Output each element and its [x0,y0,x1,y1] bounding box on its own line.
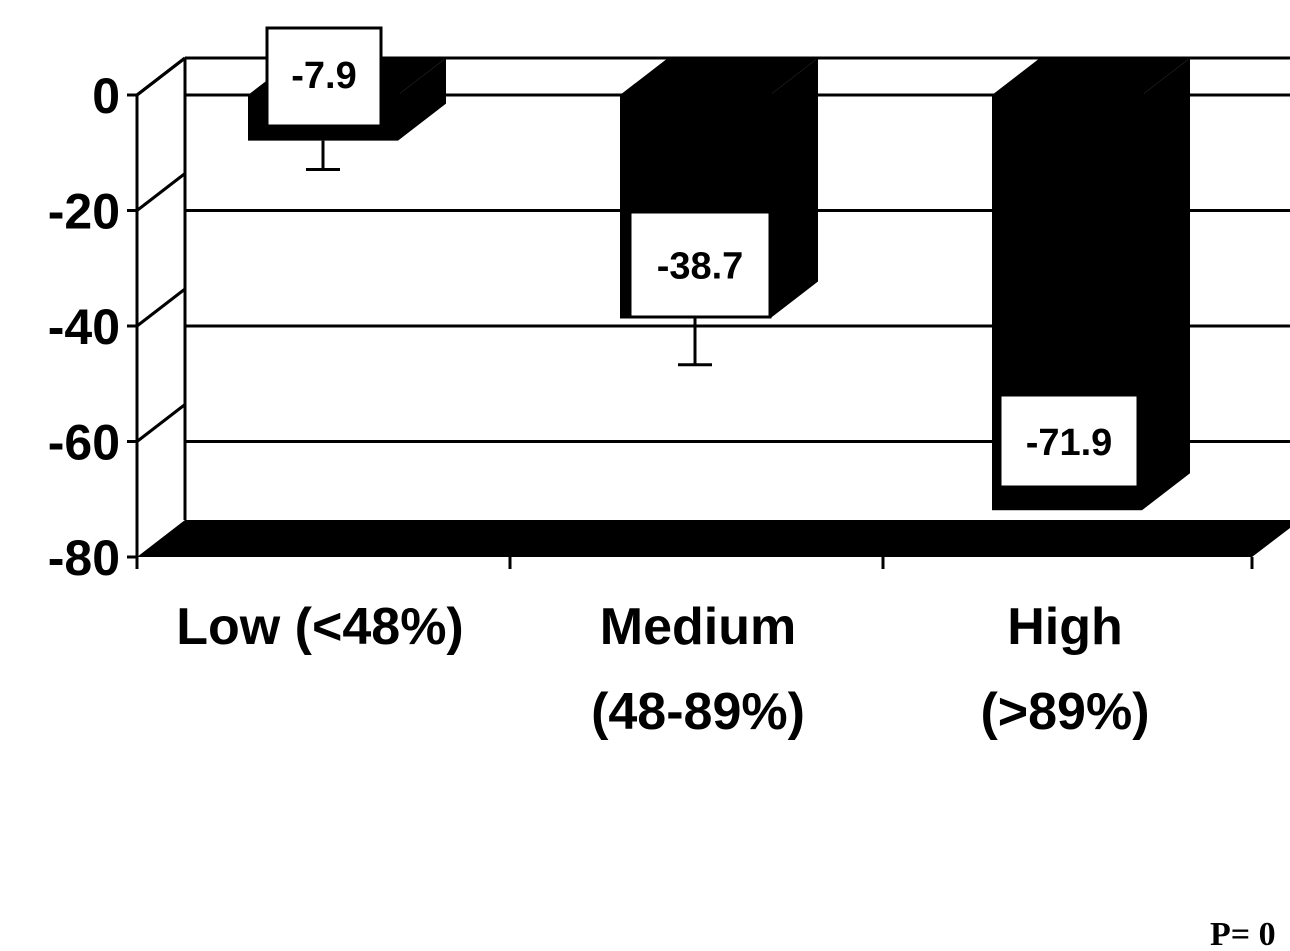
x-axis-categories: Low (<48%) Medium (48-89%) High (>89%) [176,598,1149,741]
gridline-diagonal [136,403,186,443]
chart-floor [137,520,1290,557]
data-label-text: -71.9 [1026,422,1113,464]
category-label: (>89%) [980,683,1149,741]
y-axis-ticks: 0 -20 -40 -60 -80 [48,68,1254,586]
data-label: -7.9 [265,26,383,128]
category-label: Low (<48%) [176,598,464,656]
gridline-diagonal [136,287,186,328]
data-label-text: -7.9 [291,55,356,97]
category-label: Medium [600,598,796,656]
y-tick-label: -60 [48,415,120,471]
bar-top [992,58,1190,95]
category-label: (48-89%) [591,683,805,741]
bar-side [770,58,818,319]
bar-side [1142,58,1190,511]
error-bars [306,140,712,367]
category-label: High [1007,598,1123,656]
data-label-box [998,393,1140,489]
data-label-box [265,26,383,128]
data-label: -71.9 [998,393,1140,489]
y-tick-label: 0 [92,68,120,124]
gridline-diagonal [136,172,186,212]
y-tick-label: -20 [48,184,120,240]
data-label-box [628,210,772,319]
bar-side [398,58,446,141]
data-label-text: -38.7 [657,246,744,288]
gridline-diagonal [136,56,186,97]
y-tick-label: -80 [48,530,120,586]
data-label: -38.7 [628,210,772,319]
bar-top [620,58,818,95]
y-tick-label: -40 [48,299,120,355]
bars [248,58,1190,511]
data-labels: -7.9 -38.7 -71.9 [265,26,1140,489]
p-value-footnote: P= 0 [1210,916,1276,951]
